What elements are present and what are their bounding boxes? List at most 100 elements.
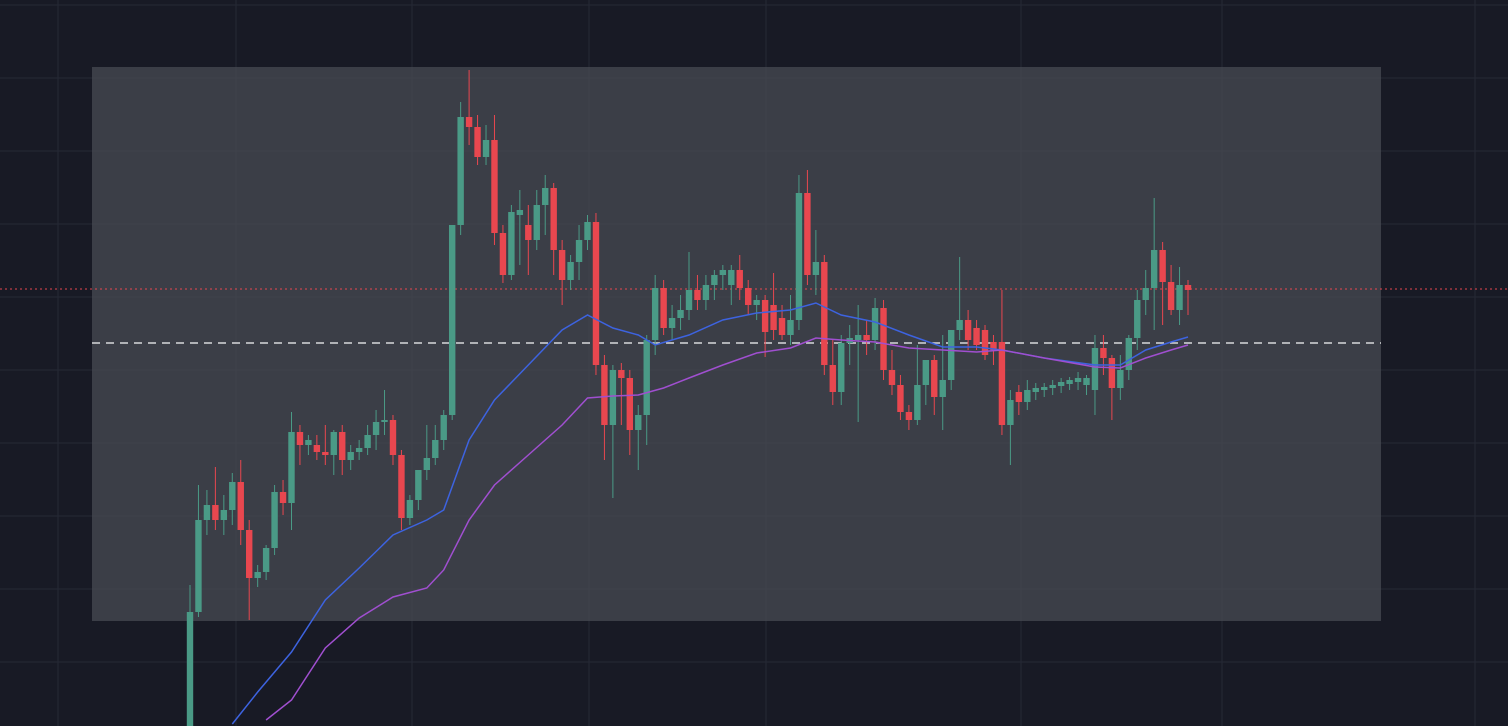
candle-body (609, 370, 617, 425)
candle-body (567, 262, 574, 280)
candle-body (964, 320, 972, 340)
candle-body (330, 432, 337, 455)
candle-body (195, 520, 202, 612)
candle-body (381, 420, 388, 422)
candle-body (1083, 378, 1090, 385)
candle-body (558, 250, 566, 280)
candle-body (677, 310, 684, 318)
candle-body (203, 505, 211, 520)
candle-body (736, 270, 743, 288)
candle-body (643, 340, 650, 415)
candle-body (575, 240, 583, 262)
moving-average-line (265, 337, 1189, 721)
candle-body (508, 212, 515, 275)
candle-body (812, 262, 820, 275)
candle-body (1032, 388, 1039, 392)
candle-body (339, 432, 346, 460)
candle-body (212, 505, 219, 520)
candle-body (998, 342, 1006, 425)
candle-body (440, 415, 447, 440)
candle-body (880, 308, 887, 370)
candle-body (897, 385, 904, 412)
candle-body (778, 318, 786, 335)
candle-body (465, 117, 473, 127)
candle-body (761, 300, 769, 332)
candle-body (237, 482, 244, 530)
candle-body (694, 290, 701, 300)
candle-body (711, 275, 718, 285)
candle-body (1024, 390, 1031, 402)
candle-body (685, 290, 693, 310)
candle-body (981, 330, 989, 355)
candle-body (229, 482, 236, 510)
candle-body (279, 492, 287, 503)
candle-body (220, 510, 228, 520)
candle-body (305, 440, 312, 445)
candle-body (787, 320, 794, 335)
candle-body (406, 500, 414, 518)
candle-body (922, 360, 930, 385)
candle-body (728, 270, 735, 285)
candle-body (457, 117, 464, 225)
candle-body (584, 222, 591, 240)
candle-body (1049, 385, 1056, 388)
candle-body (635, 415, 642, 430)
candle-body (702, 285, 710, 300)
candle-body (1041, 387, 1048, 390)
candle-body (1074, 378, 1082, 382)
candle-body (1142, 288, 1149, 300)
candle-body (651, 288, 659, 340)
range-box (92, 67, 1381, 621)
candle-body (474, 127, 481, 157)
candle-body (482, 140, 490, 157)
candle-body (415, 470, 422, 500)
candle-body (1150, 250, 1158, 288)
candle-body (1015, 392, 1023, 402)
candle-body (1159, 250, 1166, 282)
candle-body (821, 262, 828, 365)
candle-body (990, 342, 997, 350)
candle-body (448, 225, 456, 415)
candle-body (1007, 400, 1014, 425)
candle-body (838, 343, 845, 392)
candle-body (516, 210, 524, 215)
candle-body (254, 572, 261, 578)
candle-body (322, 452, 329, 455)
candle-body (939, 380, 946, 397)
candle-body (745, 288, 752, 305)
candle-body (542, 188, 549, 205)
candle-body (347, 452, 354, 460)
candle-body (618, 370, 625, 378)
candle-body (491, 140, 498, 233)
candle-body (592, 222, 600, 365)
candle-body (288, 432, 295, 503)
candle-body (364, 435, 371, 448)
candle-body (956, 320, 963, 330)
candle-body (804, 193, 811, 275)
candle-body (271, 492, 278, 548)
candle-body (1100, 348, 1107, 358)
candle-body (753, 300, 760, 305)
candle-body (1176, 285, 1183, 310)
candle-body (719, 270, 727, 275)
candle-body (973, 328, 980, 345)
candle-body (1057, 382, 1065, 386)
candle-body (296, 432, 304, 445)
candle-body (313, 445, 321, 452)
candle-body (355, 448, 363, 452)
candle-body (601, 365, 608, 425)
candle-body (931, 360, 938, 397)
candle-body (1134, 300, 1141, 338)
candle-body (660, 288, 667, 328)
candle-body (1091, 348, 1099, 390)
candle-body (372, 422, 380, 435)
candle-body (668, 318, 676, 328)
candle-body (499, 233, 507, 275)
candle-body (246, 530, 253, 578)
candle-body (1117, 370, 1124, 388)
candle-body (770, 305, 777, 330)
candle-body (1066, 380, 1073, 384)
candle-body (914, 385, 921, 420)
